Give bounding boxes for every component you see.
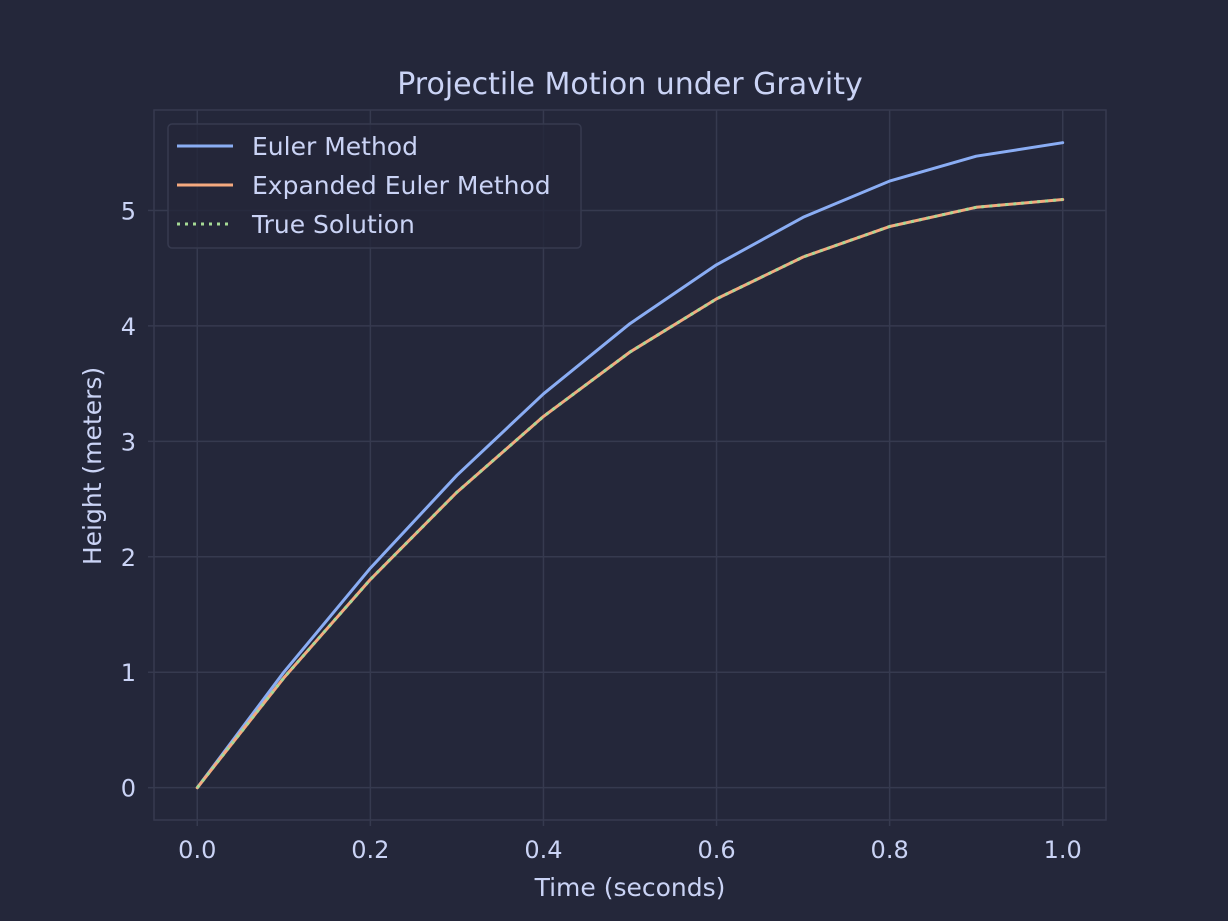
y-axis-label: Height (meters) xyxy=(78,367,107,565)
y-ticks: 0 1 2 3 4 5 xyxy=(121,197,154,803)
y-tick-label: 5 xyxy=(121,197,136,225)
series-line-1 xyxy=(195,141,1065,790)
y-tick-label: 4 xyxy=(121,313,136,341)
x-tick-label: 1.0 xyxy=(1044,836,1082,864)
legend: Euler Method Expanded Euler Method True So… xyxy=(167,123,582,249)
plot-frame xyxy=(153,109,1107,821)
y-tick-label: 1 xyxy=(121,659,136,687)
x-tick-label: 0.8 xyxy=(871,836,909,864)
legend-box xyxy=(167,123,582,249)
x-tick-label: 0.0 xyxy=(178,836,216,864)
y-tick-label: 3 xyxy=(121,428,136,456)
chart-title: Projectile Motion under Gravity xyxy=(397,67,863,102)
y-tick-label: 0 xyxy=(121,775,136,803)
legend-label-3: True Solution xyxy=(251,210,415,239)
series-layer xyxy=(195,141,1065,790)
x-axis-label: Time (seconds) xyxy=(534,873,726,902)
y-tick-label: 2 xyxy=(121,544,136,572)
x-tick-label: 0.2 xyxy=(351,836,389,864)
legend-label-2: Expanded Euler Method xyxy=(252,171,551,200)
legend-label-1: Euler Method xyxy=(252,132,418,161)
series-line-3 xyxy=(196,198,1063,789)
x-tick-label: 0.6 xyxy=(697,836,735,864)
x-ticks: 0.0 0.2 0.4 0.6 0.8 1.0 xyxy=(178,820,1082,864)
x-tick-label: 0.4 xyxy=(524,836,562,864)
